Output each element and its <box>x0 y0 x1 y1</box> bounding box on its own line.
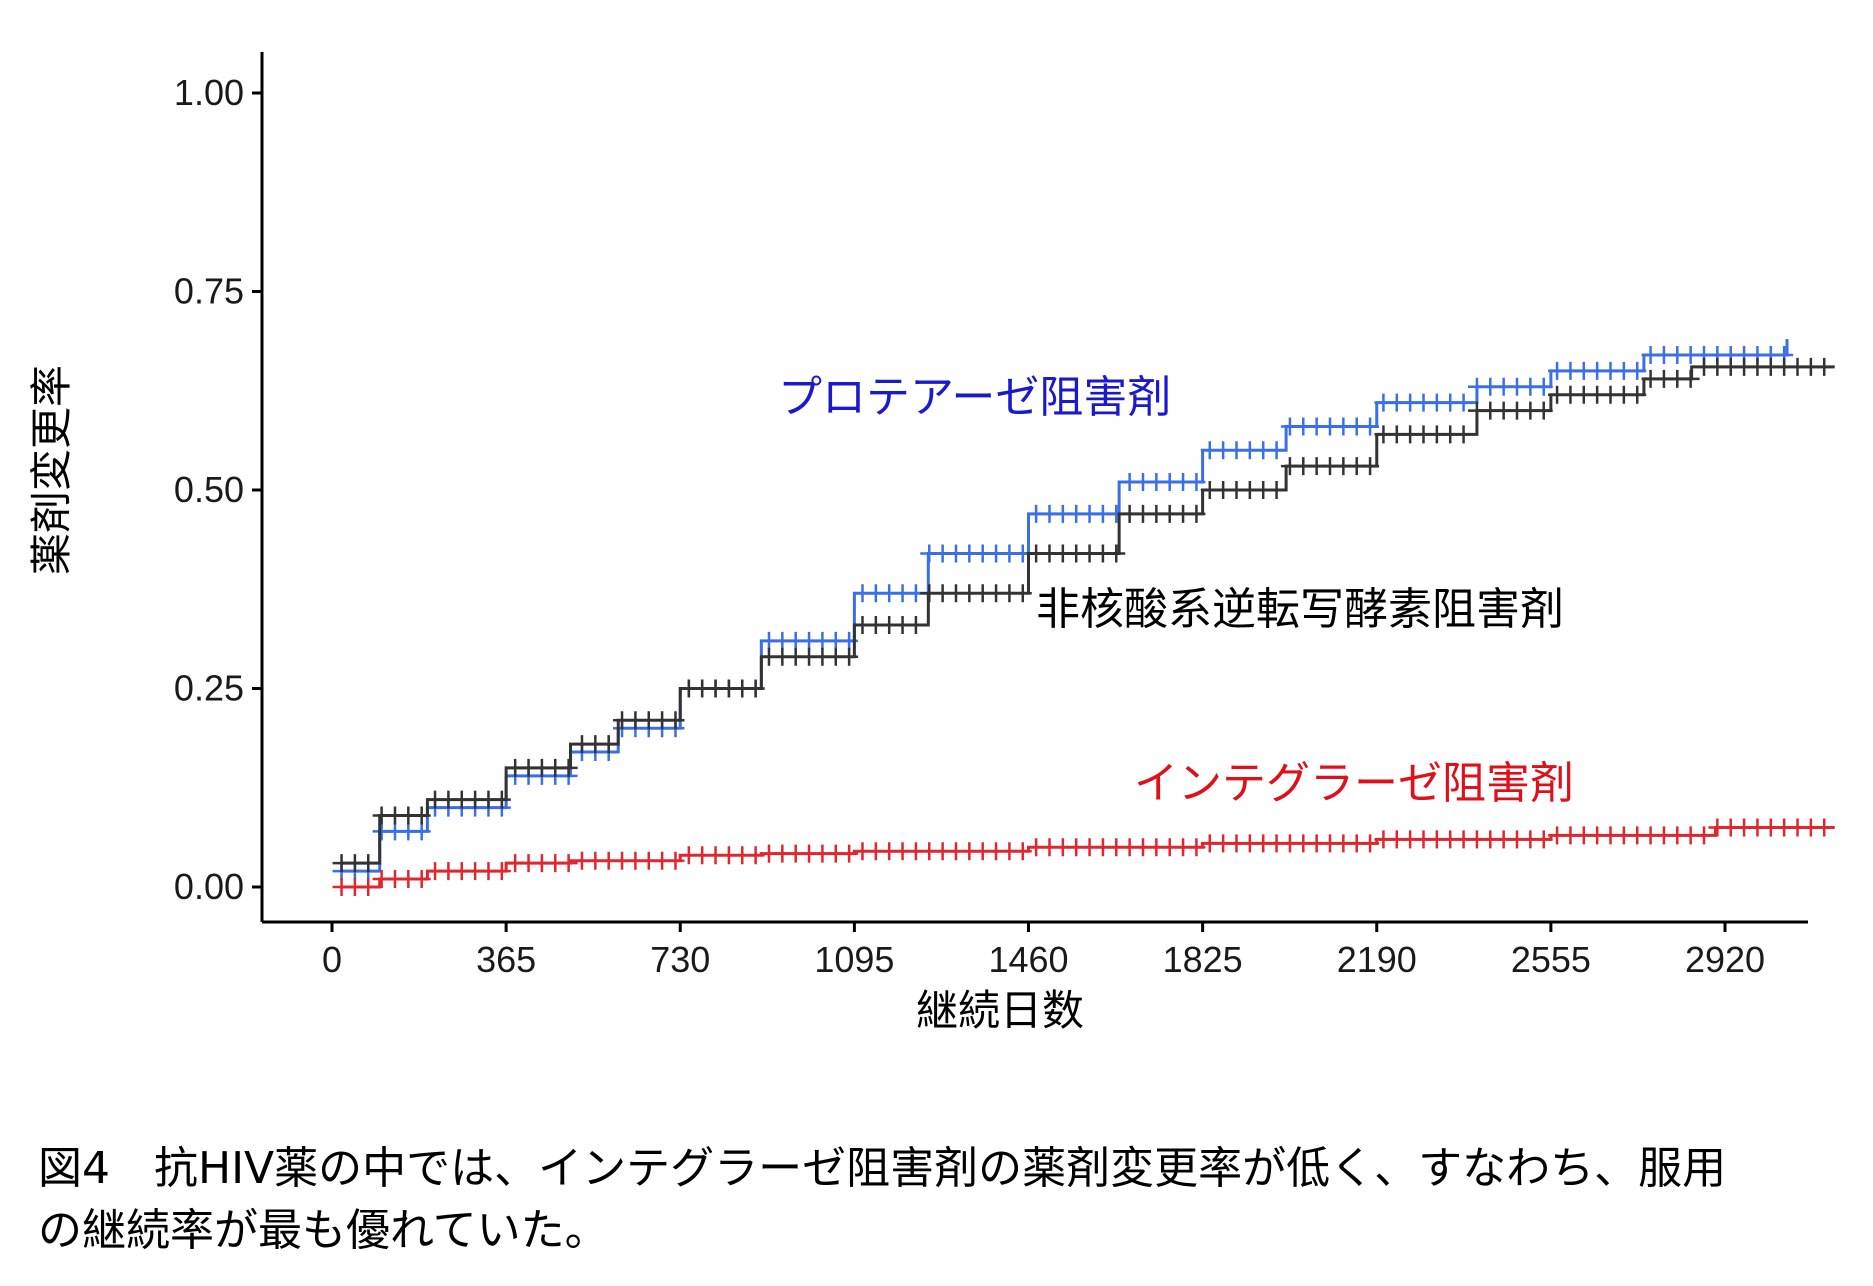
x-tick-label: 0 <box>322 939 342 980</box>
censor-mark <box>666 851 685 870</box>
series-2 <box>332 818 1835 896</box>
censor-mark <box>1361 834 1380 853</box>
censor-mark <box>1681 369 1700 388</box>
y-ticks: 0.00 0.25 0.50 0.75 1.00 <box>174 72 262 907</box>
censor-mark <box>1815 818 1834 837</box>
censor-mark <box>1628 385 1647 404</box>
censor-mark <box>359 854 378 873</box>
plot-area: 0.00 0.25 0.50 0.75 1.00 0 365 730 1095 1460 1825… <box>174 52 1835 980</box>
censor-mark <box>359 878 378 896</box>
caption-line-2: の継続率が最も優れていた。 <box>38 1205 609 1256</box>
censor-mark <box>1267 481 1286 499</box>
censor-mark <box>1107 544 1126 563</box>
y-tick-label: 1.00 <box>174 72 244 113</box>
y-tick-label: 0.75 <box>174 271 244 312</box>
x-axis-title: 継続日数 <box>916 986 1084 1035</box>
series-label-protease: プロテアーゼ阻害剤 <box>778 372 1171 423</box>
censor-mark <box>1695 826 1714 845</box>
series-layer <box>332 339 1835 896</box>
figure-caption: 図4 抗HIV薬の中では、インテグラーゼ阻害剤の薬剤変更率が低く、すなわち、服用… <box>38 1138 1838 1262</box>
censor-mark <box>1534 377 1553 396</box>
censor-mark <box>746 846 765 865</box>
censor-mark <box>1454 425 1473 444</box>
censor-mark <box>1361 457 1380 476</box>
y-tick-label: 0.25 <box>174 668 244 709</box>
censor-mark <box>746 679 765 698</box>
x-tick-label: 2555 <box>1511 939 1591 980</box>
y-tick-label: 0.50 <box>174 469 244 510</box>
censor-mark <box>412 870 431 889</box>
censor-mark <box>1534 830 1553 849</box>
censor-mark <box>1187 838 1206 857</box>
series-label-integrase: インテグラーゼ阻害剤 <box>1134 758 1574 809</box>
censor-mark <box>492 862 511 881</box>
censor-mark <box>599 735 618 754</box>
censor-mark <box>559 854 578 873</box>
series-0 <box>332 339 1794 881</box>
censor-mark <box>1267 441 1286 460</box>
series-label-nnrti: 非核酸系逆転写酵素阻害剤 <box>1036 584 1564 635</box>
censor-mark <box>412 822 431 841</box>
x-ticks: 0 365 730 1095 1460 1825 2190 2555 2920 <box>322 922 1765 980</box>
censor-mark <box>1361 417 1380 436</box>
censor-mark <box>412 806 431 825</box>
y-tick-label: 0.00 <box>174 866 244 907</box>
censor-mark <box>1187 473 1206 492</box>
censor-mark <box>1187 504 1206 523</box>
censor-mark <box>666 711 685 730</box>
censor-mark <box>1815 357 1834 376</box>
y-axis-title: 薬剤変更率 <box>27 365 76 575</box>
censor-mark <box>1534 401 1553 420</box>
survival-chart: 0.00 0.25 0.50 0.75 1.00 0 365 730 1095 1460 1825… <box>27 52 1835 1035</box>
censor-mark <box>840 647 859 666</box>
censor-mark <box>1454 393 1473 412</box>
x-tick-label: 1095 <box>814 939 894 980</box>
x-tick-label: 1460 <box>988 939 1068 980</box>
censor-mark <box>492 790 511 809</box>
censor-mark <box>559 758 578 777</box>
censor-mark <box>1628 361 1647 380</box>
series-1 <box>332 357 1835 873</box>
censor-mark <box>1013 584 1032 603</box>
x-tick-label: 2190 <box>1337 939 1417 980</box>
x-tick-label: 2920 <box>1685 939 1765 980</box>
censor-mark <box>906 615 925 634</box>
censor-mark <box>1013 842 1032 861</box>
caption-line-1: 図4 抗HIV薬の中では、インテグラーゼ阻害剤の薬剤変更率が低く、すなわち、服用 <box>38 1143 1727 1194</box>
x-tick-label: 1825 <box>1163 939 1243 980</box>
x-tick-label: 365 <box>476 939 536 980</box>
censor-mark <box>840 844 859 863</box>
x-tick-label: 730 <box>650 939 710 980</box>
